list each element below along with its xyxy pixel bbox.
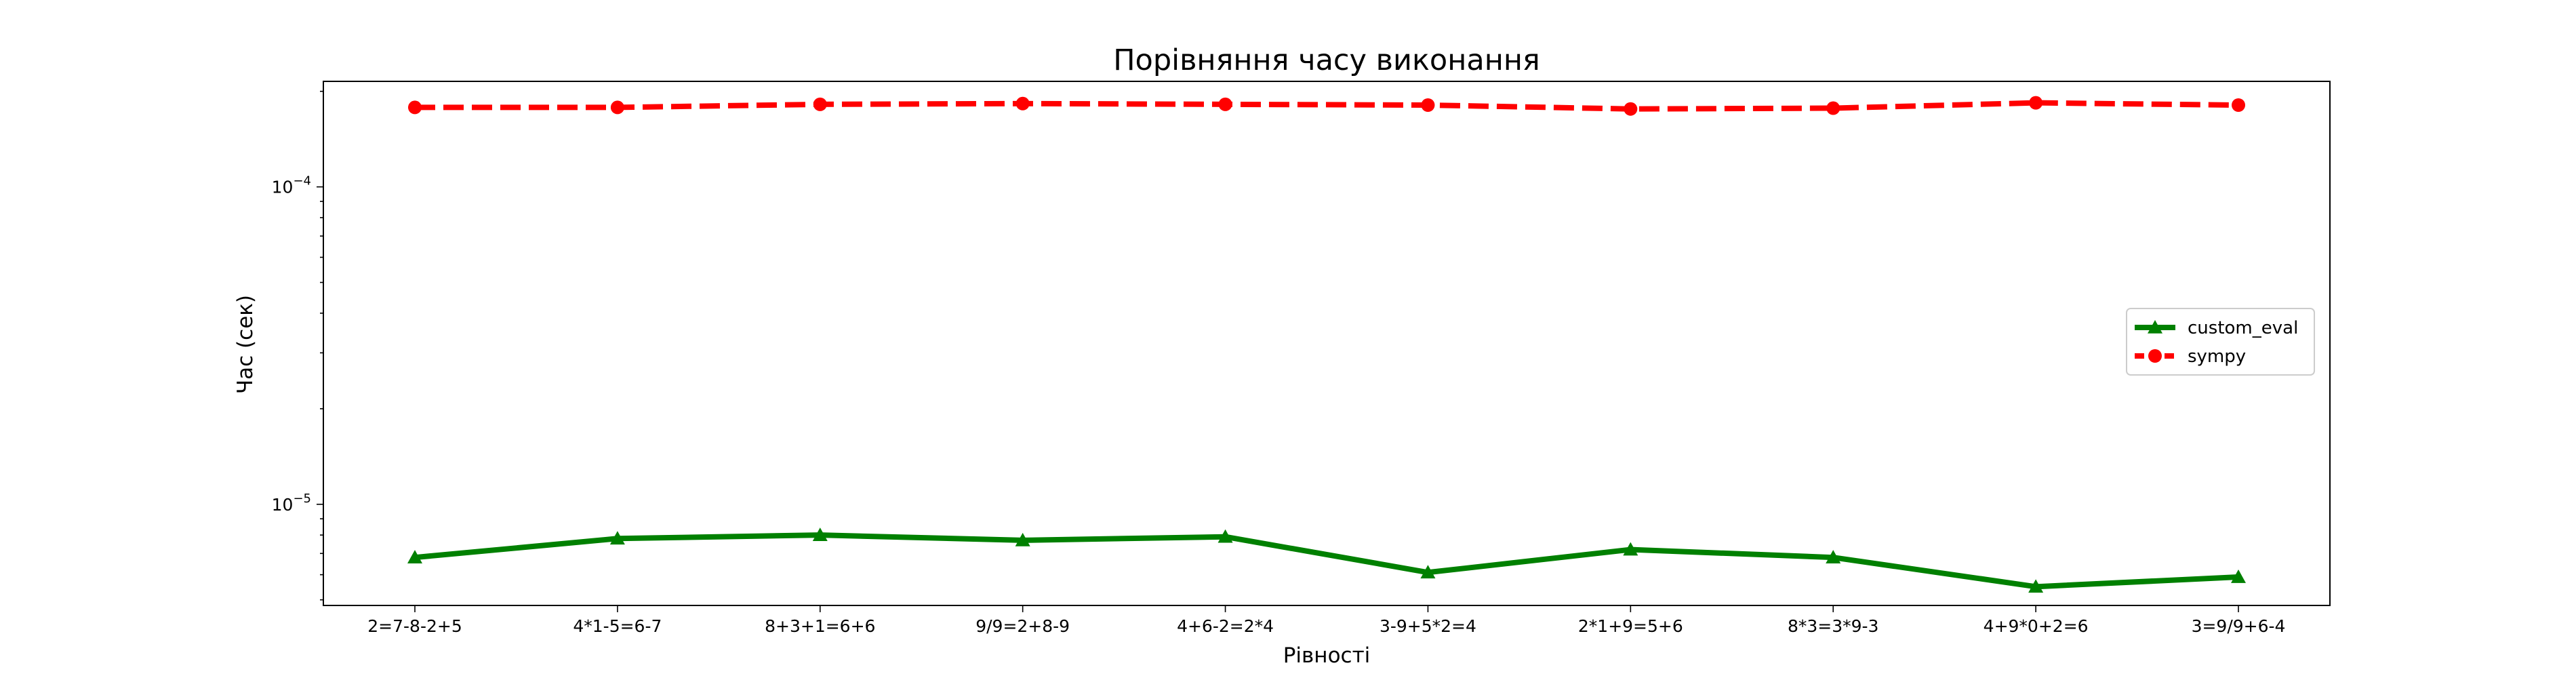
x-tick-label: 9/9=2+8-9	[975, 616, 1070, 636]
axes-frame	[323, 81, 2331, 606]
x-axis-label: Рівності	[1283, 643, 1371, 668]
x-tick-label: 2*1+9=5+6	[1578, 616, 1683, 636]
legend-marker	[2148, 320, 2162, 334]
data-point	[1420, 565, 1436, 579]
legend-item: custom_eval	[2135, 318, 2298, 338]
series-line	[414, 532, 2239, 590]
data-point	[610, 100, 624, 115]
data-point	[812, 527, 828, 541]
data-point	[1217, 529, 1233, 543]
series-sympy	[408, 96, 2245, 116]
x-tick-label: 8+3+1=6+6	[765, 616, 875, 636]
data-point	[609, 531, 625, 545]
x-tick-label: 8*3=3*9-3	[1788, 616, 1879, 636]
data-point	[1015, 532, 1030, 546]
data-point	[407, 550, 422, 563]
x-tick-label: 4+6-2=2*4	[1177, 616, 1274, 636]
data-point	[1623, 542, 1638, 556]
data-point	[1624, 102, 1638, 116]
series-custom_eval	[407, 527, 2246, 593]
data-point	[1421, 98, 1435, 112]
x-tick-label: 4*1-5=6-7	[573, 616, 662, 636]
data-point	[2028, 579, 2044, 593]
legend-item: sympy	[2135, 346, 2246, 367]
y-axis: 10−4 10−5	[272, 90, 323, 601]
data-point	[2029, 96, 2043, 110]
y-axis-label: Час (сек)	[233, 295, 258, 394]
data-point	[813, 97, 827, 111]
x-tick-label: 3-9+5*2=4	[1380, 616, 1476, 636]
x-tick-label: 3=9/9+6-4	[2192, 616, 2286, 636]
chart-title: Порівняння часу виконання	[1113, 43, 1540, 77]
y-tick-label: 10−4	[272, 174, 311, 197]
data-point	[1218, 97, 1232, 111]
data-point	[2232, 98, 2245, 112]
data-point	[408, 100, 422, 115]
plot-area	[407, 96, 2246, 593]
legend-label: sympy	[2188, 346, 2246, 367]
legend-marker	[2148, 349, 2162, 363]
x-tick-label: 2=7-8-2+5	[367, 616, 462, 636]
series-line	[415, 100, 2239, 112]
x-tick-label: 4+9*0+2=6	[1984, 616, 2089, 636]
legend-label: custom_eval	[2188, 318, 2298, 338]
data-point	[1015, 96, 1030, 111]
data-point	[2231, 570, 2246, 583]
x-axis: 2=7-8-2+5 4*1-5=6-7 8+3+1=6+6 9/9=2+8-9 4+6-…	[367, 605, 2285, 636]
data-point	[1826, 101, 1840, 115]
data-point	[1826, 550, 1841, 563]
y-tick-label: 10−5	[272, 492, 311, 515]
